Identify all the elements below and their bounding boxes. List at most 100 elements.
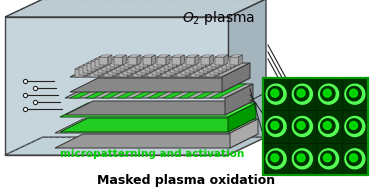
Polygon shape [347, 87, 361, 101]
Polygon shape [170, 63, 183, 65]
Polygon shape [227, 61, 231, 71]
Polygon shape [347, 119, 361, 133]
Polygon shape [135, 63, 140, 73]
Polygon shape [122, 55, 126, 65]
Polygon shape [128, 57, 137, 65]
Polygon shape [166, 67, 175, 75]
Polygon shape [124, 57, 137, 59]
Polygon shape [208, 63, 212, 73]
Polygon shape [230, 55, 243, 57]
Polygon shape [292, 149, 312, 169]
Polygon shape [109, 57, 122, 59]
Text: $O_2$ plasma: $O_2$ plasma [182, 9, 255, 27]
Polygon shape [132, 84, 169, 98]
Polygon shape [169, 61, 173, 71]
Polygon shape [108, 65, 121, 67]
Polygon shape [133, 57, 137, 67]
Polygon shape [297, 89, 305, 97]
Polygon shape [119, 57, 122, 67]
Polygon shape [153, 57, 166, 59]
Polygon shape [122, 67, 131, 75]
Polygon shape [151, 55, 155, 65]
Polygon shape [195, 67, 204, 75]
Polygon shape [319, 84, 339, 104]
Polygon shape [179, 63, 183, 73]
Polygon shape [149, 61, 158, 69]
Polygon shape [268, 151, 282, 166]
Polygon shape [321, 119, 335, 133]
Polygon shape [157, 57, 166, 65]
Polygon shape [167, 57, 180, 59]
Polygon shape [321, 151, 335, 166]
Polygon shape [5, 17, 228, 155]
Polygon shape [203, 61, 216, 63]
Bar [263, 78, 368, 175]
Polygon shape [266, 117, 286, 136]
Polygon shape [138, 57, 151, 59]
Polygon shape [128, 55, 141, 57]
Polygon shape [174, 61, 187, 63]
Text: Masked plasma oxidation: Masked plasma oxidation [97, 174, 275, 187]
Polygon shape [266, 84, 286, 104]
Polygon shape [228, 0, 266, 155]
Polygon shape [225, 57, 238, 59]
Polygon shape [176, 69, 186, 77]
Polygon shape [133, 67, 146, 69]
Polygon shape [211, 59, 220, 67]
Polygon shape [186, 55, 199, 57]
Polygon shape [234, 57, 238, 67]
Polygon shape [135, 59, 148, 61]
Polygon shape [350, 89, 357, 97]
Polygon shape [215, 67, 218, 77]
Polygon shape [106, 61, 115, 69]
Polygon shape [175, 65, 179, 75]
Polygon shape [97, 65, 106, 73]
Polygon shape [192, 59, 205, 61]
Polygon shape [126, 65, 135, 73]
Polygon shape [155, 63, 169, 65]
Polygon shape [104, 57, 108, 67]
Polygon shape [183, 61, 187, 71]
Polygon shape [150, 63, 154, 73]
Polygon shape [119, 69, 128, 77]
Polygon shape [5, 0, 266, 17]
Polygon shape [193, 63, 198, 73]
Polygon shape [171, 57, 180, 65]
Polygon shape [196, 59, 205, 67]
Polygon shape [207, 59, 220, 61]
Polygon shape [142, 55, 155, 57]
Polygon shape [195, 55, 199, 65]
Polygon shape [104, 67, 117, 69]
Polygon shape [321, 87, 335, 101]
Polygon shape [323, 89, 331, 97]
Polygon shape [179, 84, 215, 98]
Polygon shape [191, 67, 204, 69]
Polygon shape [99, 67, 103, 77]
Polygon shape [268, 119, 282, 133]
Polygon shape [194, 84, 231, 98]
Polygon shape [141, 65, 150, 73]
Polygon shape [271, 122, 279, 129]
Polygon shape [266, 149, 286, 169]
Polygon shape [209, 67, 218, 75]
Polygon shape [112, 63, 125, 65]
Polygon shape [178, 61, 187, 69]
Polygon shape [104, 69, 113, 77]
Polygon shape [189, 61, 202, 63]
Polygon shape [91, 61, 100, 69]
Polygon shape [201, 55, 214, 57]
Polygon shape [214, 65, 222, 73]
Polygon shape [70, 84, 106, 98]
Polygon shape [84, 67, 88, 77]
Polygon shape [221, 61, 231, 69]
Polygon shape [230, 119, 258, 148]
Polygon shape [75, 67, 88, 69]
Polygon shape [203, 63, 212, 71]
Polygon shape [185, 65, 193, 73]
Polygon shape [142, 67, 146, 77]
Polygon shape [75, 69, 84, 77]
Polygon shape [121, 63, 125, 73]
Polygon shape [145, 61, 158, 63]
Polygon shape [204, 65, 208, 75]
Polygon shape [205, 67, 218, 69]
